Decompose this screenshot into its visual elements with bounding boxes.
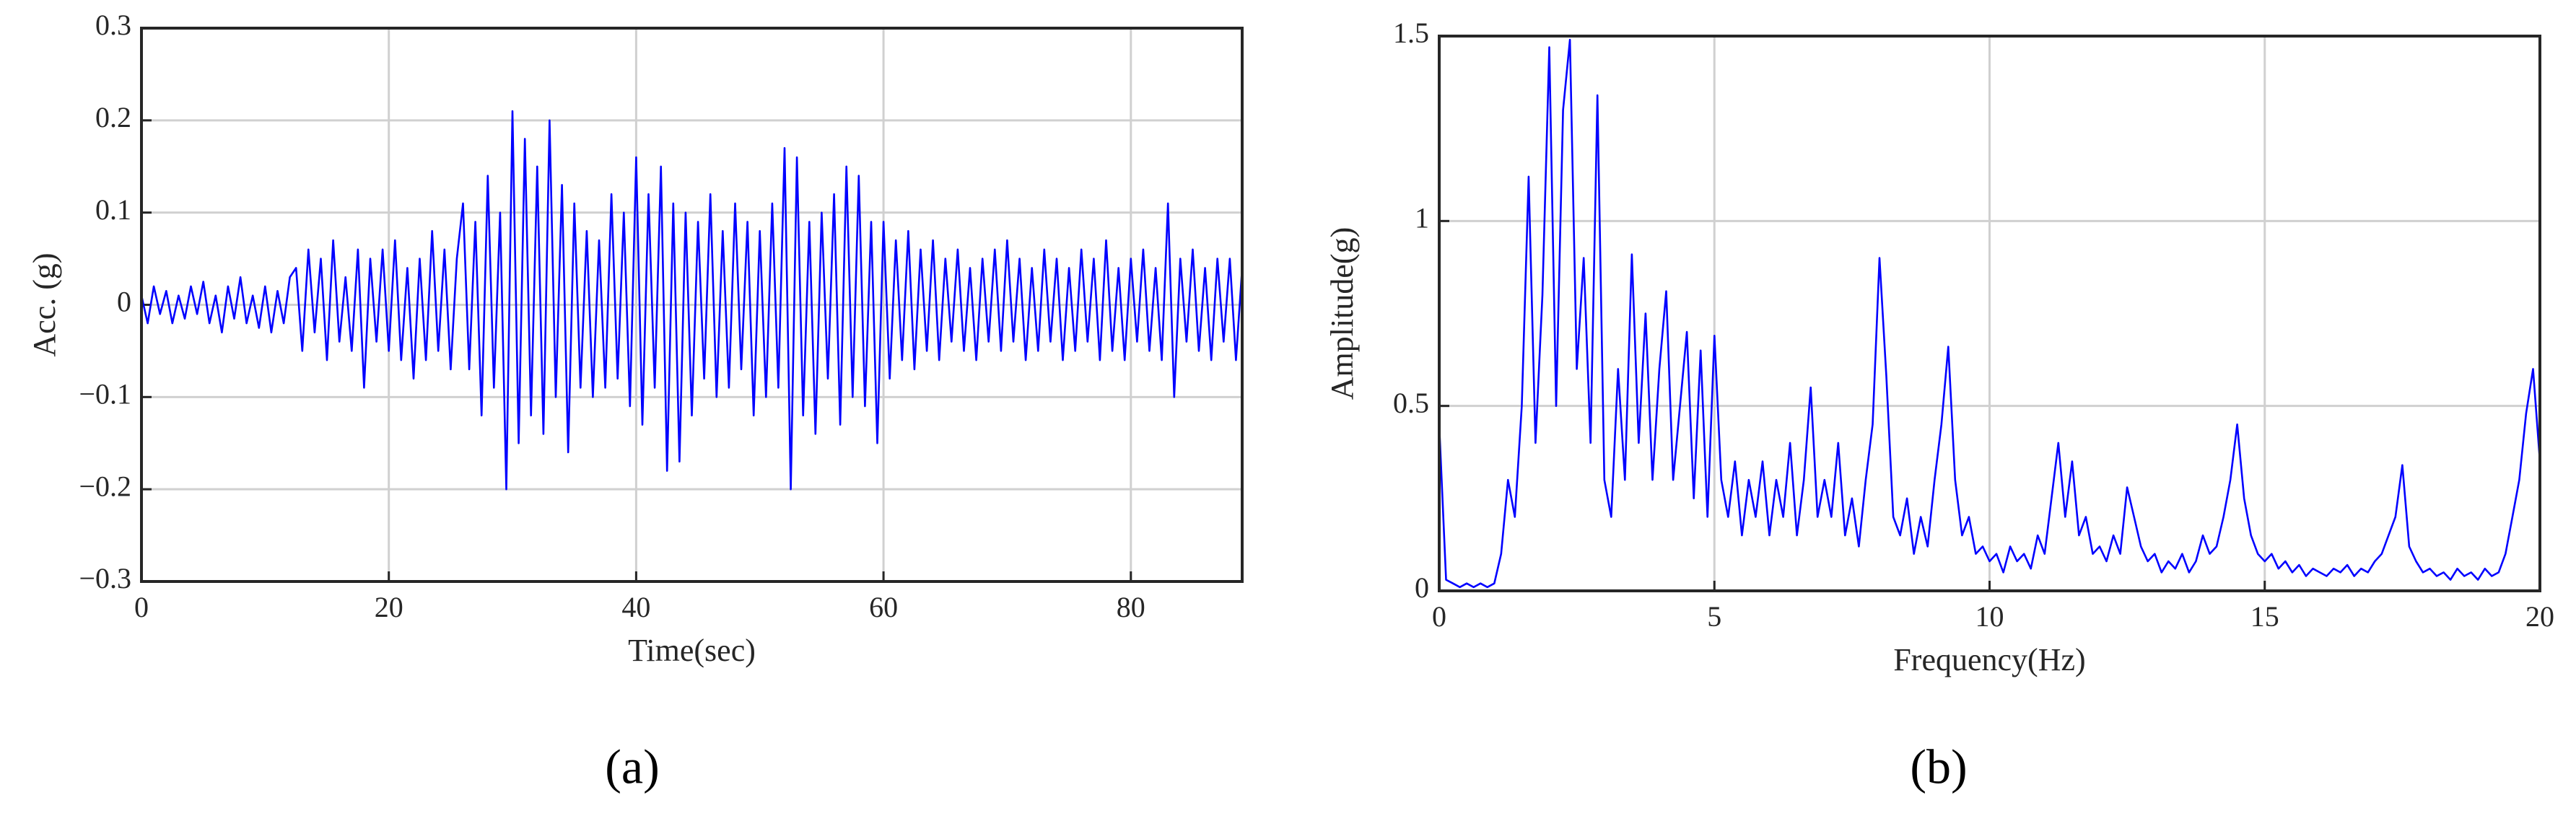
y-tick-label: 1 [1415, 202, 1429, 234]
data-line [141, 110, 1242, 491]
data-layer [1439, 38, 2540, 589]
x-tick-label: 10 [1975, 600, 2004, 633]
axes-box [140, 27, 1244, 583]
x-axis-label: Frequency(Hz) [1893, 642, 2085, 677]
y-tick-label: 0 [1415, 571, 1429, 604]
y-tick-label: 0.2 [95, 101, 131, 133]
x-tick-label: 5 [1707, 600, 1721, 633]
panel-label: (a) [605, 739, 659, 794]
subplot: 0 20 40 60 80 −0.3 −0.2 −0.1 0 0.1 0.2 0.3 Time(sec)… [27, 9, 1244, 794]
y-tick-label: 0.5 [1393, 387, 1429, 419]
y-axis-label: Acc. (g) [27, 253, 62, 356]
x-tick-label: 60 [869, 591, 898, 623]
y-tick-label: 1.5 [1393, 17, 1429, 49]
panel-label: (b) [1910, 739, 1967, 794]
y-tick-label: −0.3 [79, 562, 131, 594]
x-tick-label: 20 [375, 591, 403, 623]
x-tick-label: 0 [1432, 600, 1446, 633]
y-tick-label: 0 [117, 286, 131, 318]
axes-box [1438, 35, 2541, 592]
x-axis-label: Time(sec) [628, 633, 756, 668]
data-line [1439, 38, 2540, 589]
y-tick-label: −0.1 [79, 378, 131, 410]
data-layer [141, 110, 1242, 491]
x-tick-label: 15 [2250, 600, 2279, 633]
y-tick-label: 0.3 [95, 9, 131, 41]
y-tick-label: 0.1 [95, 193, 131, 226]
x-tick-label: 80 [1117, 591, 1145, 623]
x-tick-label: 40 [621, 591, 650, 623]
y-tick-label: −0.2 [79, 470, 131, 502]
subplot: 0 5 10 15 20 0 0.5 1 1.5 Frequency(Hz) Amplitude(g… [1324, 17, 2554, 794]
x-tick-label: 20 [2525, 600, 2554, 633]
y-axis-label: Amplitude(g) [1324, 227, 1360, 400]
x-tick-label: 0 [134, 591, 149, 623]
